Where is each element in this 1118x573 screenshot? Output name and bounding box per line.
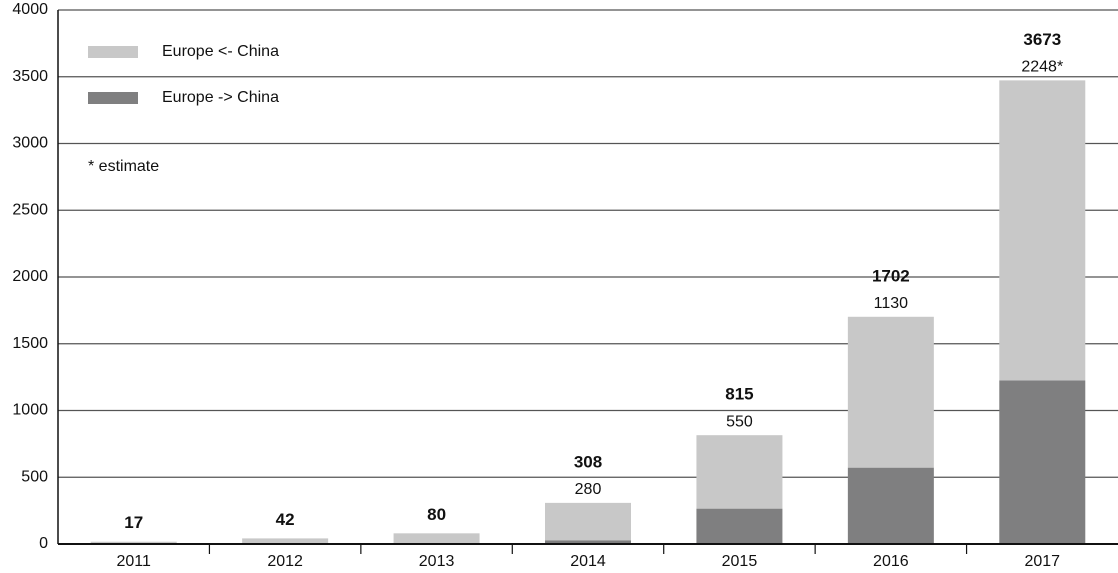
note: * estimate — [88, 158, 159, 175]
legend-label: Europe -> China — [162, 89, 279, 106]
y-tick-label: 2000 — [12, 268, 48, 285]
value-label: 550 — [726, 413, 753, 430]
y-tick-label: 2500 — [12, 201, 48, 218]
x-tick-label: 2013 — [419, 553, 455, 570]
value-label: 2248* — [1021, 59, 1063, 76]
value-label: 1130 — [874, 295, 909, 312]
total-label: 42 — [276, 510, 295, 529]
y-tick-label: 1500 — [12, 335, 48, 352]
x-tick-label: 2016 — [873, 553, 909, 570]
bar-segment — [242, 538, 329, 544]
bar-segment — [696, 508, 783, 544]
bar-segment — [90, 541, 177, 544]
y-tick-label: 4000 — [12, 1, 48, 18]
y-tick-label: 3000 — [12, 135, 48, 152]
y-tick-label: 1000 — [12, 402, 48, 419]
bar-segment — [545, 502, 631, 541]
total-label: 815 — [725, 385, 753, 404]
bar-segment — [847, 467, 934, 544]
total-label: 3673 — [1023, 30, 1061, 49]
legend-label: Europe <- China — [162, 43, 279, 60]
bar-segment — [999, 380, 1086, 544]
total-label: 1702 — [872, 266, 910, 285]
legend-swatch — [88, 46, 138, 58]
bar-segment — [393, 533, 480, 544]
total-label: 308 — [574, 452, 602, 471]
x-tick-label: 2017 — [1024, 553, 1060, 570]
y-tick-label: 3500 — [12, 68, 48, 85]
x-tick-label: 2014 — [570, 553, 606, 570]
bar-segment — [545, 540, 631, 544]
x-tick-label: 2015 — [722, 553, 758, 570]
bar-segment — [847, 316, 934, 468]
x-tick-label: 2012 — [267, 553, 303, 570]
value-label: 280 — [575, 481, 602, 498]
x-tick-label: 2011 — [117, 553, 152, 570]
total-label: 17 — [124, 513, 143, 532]
total-label: 80 — [427, 505, 446, 524]
bar-segment — [999, 80, 1086, 381]
legend-swatch — [88, 92, 138, 104]
bar-segment — [696, 435, 783, 509]
y-tick-label: 500 — [21, 468, 48, 485]
y-tick-label: 0 — [39, 535, 48, 552]
